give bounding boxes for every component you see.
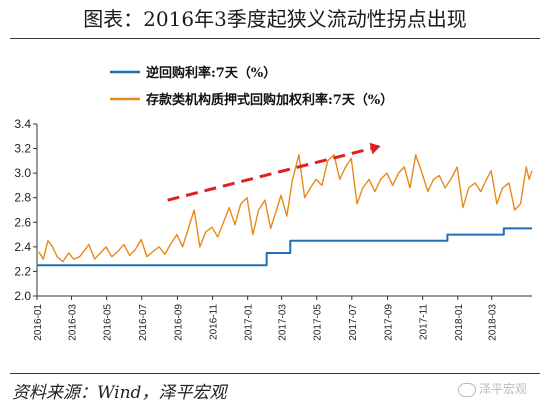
x-tick-label: 2016-05	[103, 304, 114, 341]
x-tick-label: 2017-05	[313, 304, 324, 341]
x-tick-label: 2016-03	[68, 304, 79, 341]
source-divider	[10, 373, 540, 374]
legend-label-2: 存款类机构质押式回购加权利率:7天（%）	[146, 92, 393, 108]
trend-arrow-line	[167, 147, 372, 202]
chart: 2.0 2.2 2.4 2.6 2.8 3.0 3.2 3.4 2016-01 2016-03 20…	[14, 65, 533, 341]
trend-arrow-head	[369, 142, 381, 155]
y-tick-label: 2.6	[14, 215, 31, 229]
watermark-label: 泽平宏观	[479, 382, 528, 396]
chart-title: 图表：2016年3季度起狭义流动性拐点出现	[83, 7, 467, 31]
x-tick-label: 2017-03	[278, 304, 289, 341]
y-tick-label: 3.2	[14, 142, 31, 156]
x-tick-label: 2016-07	[138, 304, 149, 341]
x-tick-label: 2017-01	[244, 304, 255, 341]
series-line-2	[38, 154, 533, 263]
series-line-1	[37, 227, 532, 267]
y-tick-label: 2.4	[14, 240, 31, 254]
y-tick-label: 2.8	[14, 191, 31, 205]
x-tick-label: 2016-11	[209, 304, 220, 340]
x-tick-label: 2016-01	[33, 304, 44, 341]
x-tick-label: 2017-11	[419, 304, 430, 340]
x-tick-label: 2016-09	[173, 304, 184, 341]
y-tick-label: 2.2	[14, 264, 31, 278]
x-tick-label: 2018-01	[454, 304, 465, 341]
x-tick-label: 2017-07	[348, 304, 359, 341]
legend-label-1: 逆回购利率:7天（%）	[146, 65, 276, 81]
watermark: 泽平宏观	[458, 380, 527, 397]
title-divider	[10, 38, 540, 39]
y-tick-label: 3.0	[14, 166, 31, 180]
wechat-icon	[458, 382, 476, 397]
source-note: 资料来源：Wind，泽平宏观	[12, 383, 227, 403]
y-tick-label: 2.0	[14, 289, 31, 303]
x-tick-label: 2018-03	[488, 304, 499, 341]
x-tick-label: 2017-09	[384, 304, 395, 341]
y-tick-label: 3.4	[14, 117, 31, 131]
